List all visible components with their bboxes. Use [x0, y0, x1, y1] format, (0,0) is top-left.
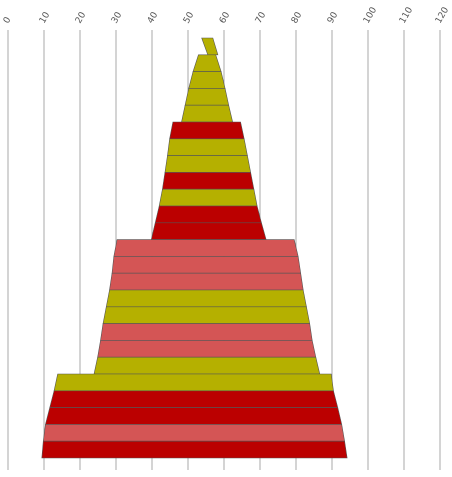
band-13 — [113, 239, 299, 257]
band-16 — [105, 289, 307, 308]
tick-label-layer: 0 10 20 30 40 50 60 70 80 90 100 110 120 — [2, 5, 451, 25]
band-21 — [53, 373, 334, 392]
x-tick-label: 60 — [218, 10, 233, 25]
band-7 — [167, 138, 248, 156]
x-tick-label: 50 — [182, 10, 197, 25]
band-8 — [164, 155, 252, 173]
band-20 — [93, 356, 321, 375]
x-tick-label: 100 — [362, 5, 379, 25]
band-18 — [100, 323, 313, 341]
x-tick-label: 40 — [146, 10, 161, 25]
band-17 — [102, 306, 311, 324]
band-1 — [201, 37, 219, 56]
band-4 — [184, 88, 230, 106]
x-tick-label: 20 — [74, 10, 89, 25]
band-10 — [158, 188, 258, 207]
band-6 — [169, 121, 245, 140]
band-3 — [188, 71, 226, 89]
x-tick-label: 110 — [398, 5, 415, 25]
band-11 — [154, 205, 262, 224]
band-24 — [42, 424, 345, 442]
x-tick-label: 80 — [290, 10, 305, 25]
x-tick-label: 0 — [2, 15, 14, 25]
band-2 — [192, 54, 222, 72]
band-23 — [45, 407, 343, 425]
band-14 — [111, 256, 302, 274]
x-tick-label: 90 — [326, 10, 341, 25]
band-9 — [162, 172, 255, 190]
x-tick-label: 30 — [110, 10, 125, 25]
band-25 — [41, 440, 348, 459]
band-15 — [109, 272, 304, 291]
band-22 — [49, 390, 339, 408]
x-tick-label: 70 — [254, 10, 269, 25]
x-tick-label: 10 — [38, 10, 53, 25]
band-19 — [97, 340, 317, 358]
band-12 — [150, 222, 267, 240]
x-tick-label: 120 — [434, 5, 451, 25]
band-5 — [181, 104, 234, 123]
band-layer — [41, 37, 348, 459]
